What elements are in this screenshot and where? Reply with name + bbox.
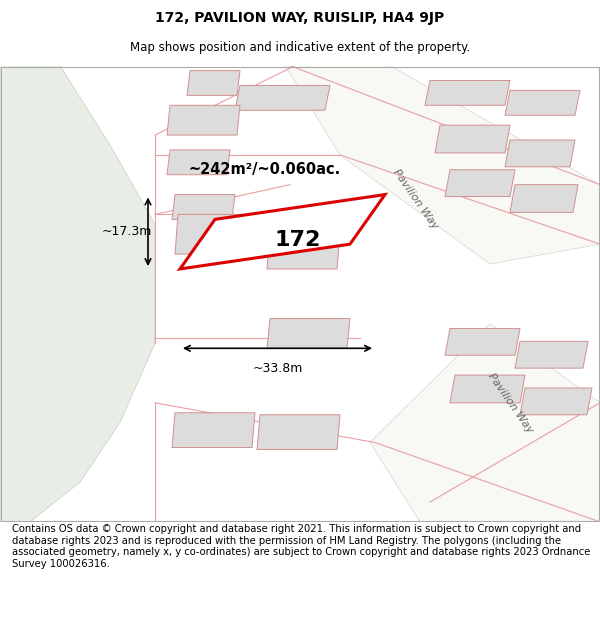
Text: ~17.3m: ~17.3m bbox=[102, 225, 152, 238]
Text: Pavilion Way: Pavilion Way bbox=[485, 371, 535, 435]
Polygon shape bbox=[445, 170, 515, 196]
Polygon shape bbox=[520, 388, 592, 415]
Text: Map shows position and indicative extent of the property.: Map shows position and indicative extent… bbox=[130, 41, 470, 54]
Polygon shape bbox=[450, 375, 525, 403]
Text: ~242m²/~0.060ac.: ~242m²/~0.060ac. bbox=[188, 162, 340, 177]
Text: Pavilion Way: Pavilion Way bbox=[391, 168, 439, 231]
Polygon shape bbox=[235, 86, 330, 110]
Polygon shape bbox=[180, 194, 385, 269]
Text: Contains OS data © Crown copyright and database right 2021. This information is : Contains OS data © Crown copyright and d… bbox=[12, 524, 590, 569]
Polygon shape bbox=[167, 105, 240, 135]
Polygon shape bbox=[172, 412, 255, 447]
Polygon shape bbox=[172, 194, 235, 219]
Polygon shape bbox=[267, 319, 350, 348]
Text: 172, PAVILION WAY, RUISLIP, HA4 9JP: 172, PAVILION WAY, RUISLIP, HA4 9JP bbox=[155, 11, 445, 26]
Polygon shape bbox=[510, 184, 578, 213]
Polygon shape bbox=[267, 234, 340, 269]
Polygon shape bbox=[257, 415, 340, 449]
Polygon shape bbox=[425, 81, 510, 105]
Polygon shape bbox=[515, 341, 588, 368]
Text: ~33.8m: ~33.8m bbox=[253, 362, 302, 374]
Polygon shape bbox=[187, 71, 240, 96]
Polygon shape bbox=[505, 140, 575, 167]
Polygon shape bbox=[175, 214, 265, 254]
Polygon shape bbox=[370, 324, 600, 522]
Polygon shape bbox=[167, 150, 230, 175]
Text: 172: 172 bbox=[274, 230, 320, 250]
Polygon shape bbox=[445, 329, 520, 355]
Polygon shape bbox=[505, 91, 580, 115]
Polygon shape bbox=[285, 66, 600, 264]
Polygon shape bbox=[0, 66, 155, 522]
Polygon shape bbox=[435, 125, 510, 153]
